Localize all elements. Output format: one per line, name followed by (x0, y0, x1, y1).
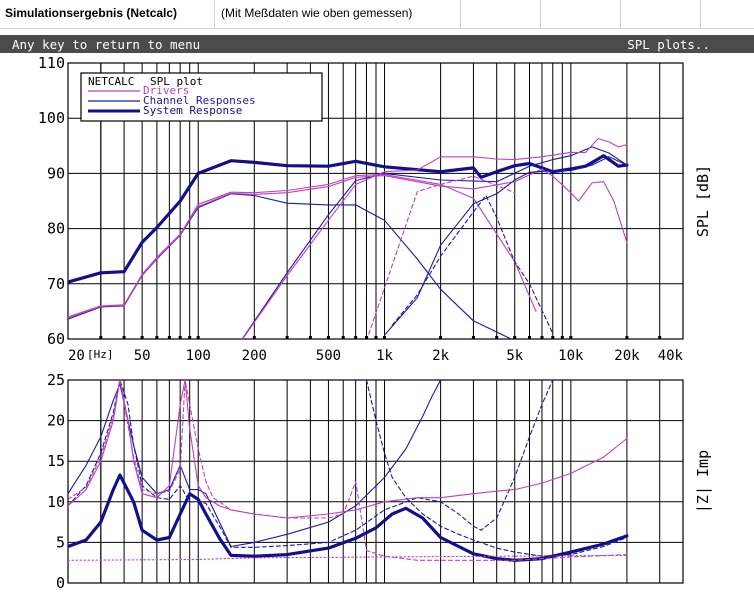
spl-x-minor-tick (167, 336, 171, 339)
spl-x-minor-tick (471, 336, 475, 339)
spl-x-minor-tick (188, 336, 192, 339)
impedance-chart: 0 5 10 15 20 25 |Z| Imp (47, 371, 712, 592)
spl-x-minor-tick (528, 336, 532, 339)
spl-x-minor-tick (569, 336, 573, 339)
legend-title: SPL plot (150, 75, 203, 88)
spl-x-tick-label: 200 (242, 348, 267, 364)
spl-x-minor-tick (252, 336, 256, 339)
cell-divider (540, 0, 541, 28)
spl-x-tick-label: 50 (134, 348, 151, 364)
imp-y-tick-label: 25 (47, 371, 65, 389)
cell-divider (460, 0, 461, 28)
spl-x-unit-label: [Hz] (87, 348, 114, 361)
imp-series (68, 380, 629, 562)
spl-series-driver-3 (68, 168, 628, 318)
spl-y-tick-label: 70 (47, 275, 65, 293)
imp-series-channel-dashed-2 (68, 380, 554, 548)
spl-x-minor-tick (99, 336, 103, 339)
imp-y-tick-label: 15 (47, 452, 65, 470)
spl-y-axis-label: SPL [dB] (694, 165, 712, 237)
spl-x-minor-tick (439, 336, 443, 339)
spl-x-tick-label: 100 (186, 348, 211, 364)
page-subtitle: (Mit Meßdaten wie oben gemessen) (221, 6, 413, 20)
spl-series-driver-dashed-8 (366, 175, 516, 339)
spl-x-tick-label: 40k (658, 348, 684, 364)
spl-x-minor-tick (495, 336, 499, 339)
spl-x-minor-tick (540, 336, 544, 339)
spl-x-tick-label: 500 (316, 348, 341, 364)
spl-x-tick-label: 10k (558, 348, 584, 364)
imp-series-driver-dashed-4 (68, 380, 628, 561)
imp-y-tick-label: 20 (47, 412, 65, 430)
spl-x-tick-label: 5k (506, 348, 523, 364)
spreadsheet-header-row: Simulationsergebnis (Netcalc) (Mit Meßda… (0, 0, 754, 29)
imp-y-tick-label: 0 (56, 574, 65, 592)
spl-x-minor-tick (383, 336, 387, 339)
spl-x-minor-tick (513, 336, 517, 339)
imp-y-tick-label: 10 (47, 493, 65, 511)
spl-x-minor-tick (285, 336, 289, 339)
spl-x-minor-tick (196, 336, 200, 339)
cell-divider (620, 0, 621, 28)
spl-y-tick-label: 60 (47, 330, 65, 348)
spl-x-minor-tick (308, 336, 312, 339)
legend-item: System Response (143, 104, 242, 117)
spl-x-tick-label: 20 (68, 348, 85, 364)
spl-x-minor-tick (341, 336, 345, 339)
legend-header: NETCALC (88, 75, 134, 88)
spl-series-system-0 (68, 154, 629, 284)
spl-y-tick-label: 100 (38, 109, 65, 127)
return-to-menu-hint[interactable]: Any key to return to menu (12, 37, 201, 52)
spl-series (68, 138, 629, 339)
spl-x-minor-tick (374, 336, 378, 339)
spl-x-minor-tick (140, 336, 144, 339)
menu-bar: Any key to return to menu SPL plots.. (0, 35, 754, 53)
spl-x-minor-tick (560, 336, 564, 339)
page-title: Simulationsergebnis (Netcalc) (5, 6, 178, 20)
spl-series-channel-dashed-7 (391, 194, 554, 335)
spl-x-tick-label: 20k (614, 348, 640, 364)
imp-y-axis-label: |Z| Imp (694, 450, 712, 513)
spl-y-tick-label: 110 (38, 54, 65, 72)
imp-series-driver-3 (68, 380, 628, 519)
spl-x-minor-tick (551, 336, 555, 339)
spl-x-minor-tick (658, 336, 662, 339)
imp-frame (67, 379, 684, 584)
cell-divider (214, 0, 215, 28)
spl-y-tick-label: 80 (47, 220, 65, 238)
spl-x-minor-tick (122, 336, 126, 339)
spl-x-minor-tick (354, 336, 358, 339)
spl-series-channel-2 (241, 146, 628, 339)
spl-series-driver-5 (241, 138, 628, 339)
spl-series-driver-4 (68, 173, 537, 319)
spl-x-minor-tick (326, 336, 330, 339)
imp-series-driver-dotted-5 (68, 554, 628, 561)
spl-x-minor-tick (155, 336, 159, 339)
spl-series-channel-6 (383, 156, 628, 336)
spl-x-minor-tick (364, 336, 368, 339)
spl-x-tick-label: 1k (376, 348, 393, 364)
spl-series-channel-1 (68, 193, 513, 339)
spl-x-minor-tick (625, 336, 629, 339)
plot-mode-label: SPL plots.. (627, 37, 710, 52)
legend-box (80, 72, 323, 122)
cell-divider (700, 0, 701, 28)
legend-item: Drivers (143, 84, 189, 97)
spl-x-minor-tick (178, 336, 182, 339)
imp-series-system-0 (68, 473, 629, 562)
legend-item: Channel Responses (143, 94, 256, 107)
spl-y-tick-label: 90 (47, 164, 65, 182)
imp-grid (68, 379, 683, 584)
imp-series-channel-dashed-6 (365, 380, 628, 557)
spl-x-tick-label: 2k (432, 348, 449, 364)
imp-y-tick-label: 5 (56, 533, 65, 551)
